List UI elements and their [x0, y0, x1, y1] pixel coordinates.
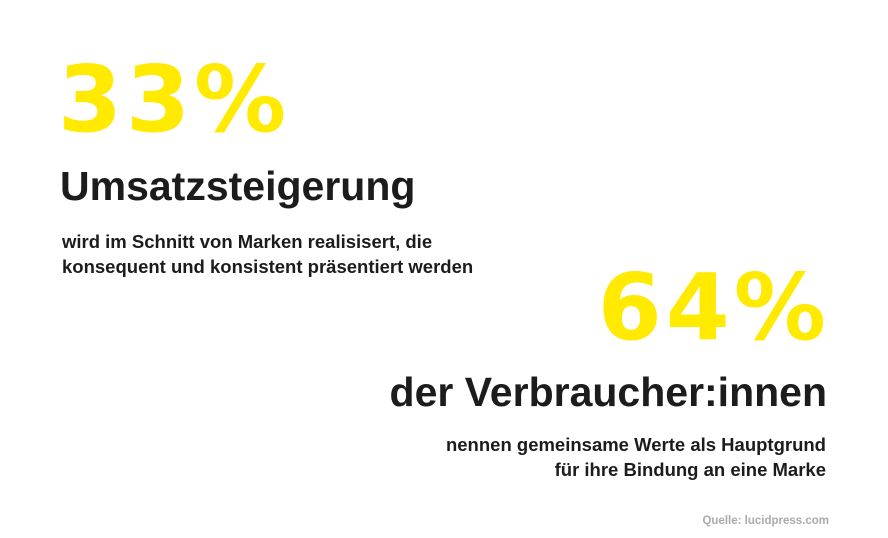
- stat-64-percent: 64%: [597, 254, 830, 361]
- stat-2-description-line-1: nennen gemeinsame Werte als Hauptgrund: [445, 434, 826, 455]
- stat-33-percent: 33%: [58, 46, 291, 153]
- stat-1-description-line-1: wird im Schnitt von Marken realisisert, …: [62, 231, 433, 252]
- stat-2-headline: der Verbraucher:innen: [389, 369, 827, 415]
- stat-2-description: nennen gemeinsame Werte als Hauptgrund f…: [446, 432, 826, 482]
- stat-2-description-line-2: für ihre Bindung an eine Marke: [554, 459, 826, 480]
- stat-1-headline: Umsatzsteigerung: [60, 163, 416, 209]
- source-credit: Quelle: lucidpress.com: [702, 515, 829, 527]
- stat-1-description-line-2: konsequent und konsistent präsentiert we…: [62, 256, 474, 277]
- stat-1-description: wird im Schnitt von Marken realisisert, …: [62, 229, 473, 279]
